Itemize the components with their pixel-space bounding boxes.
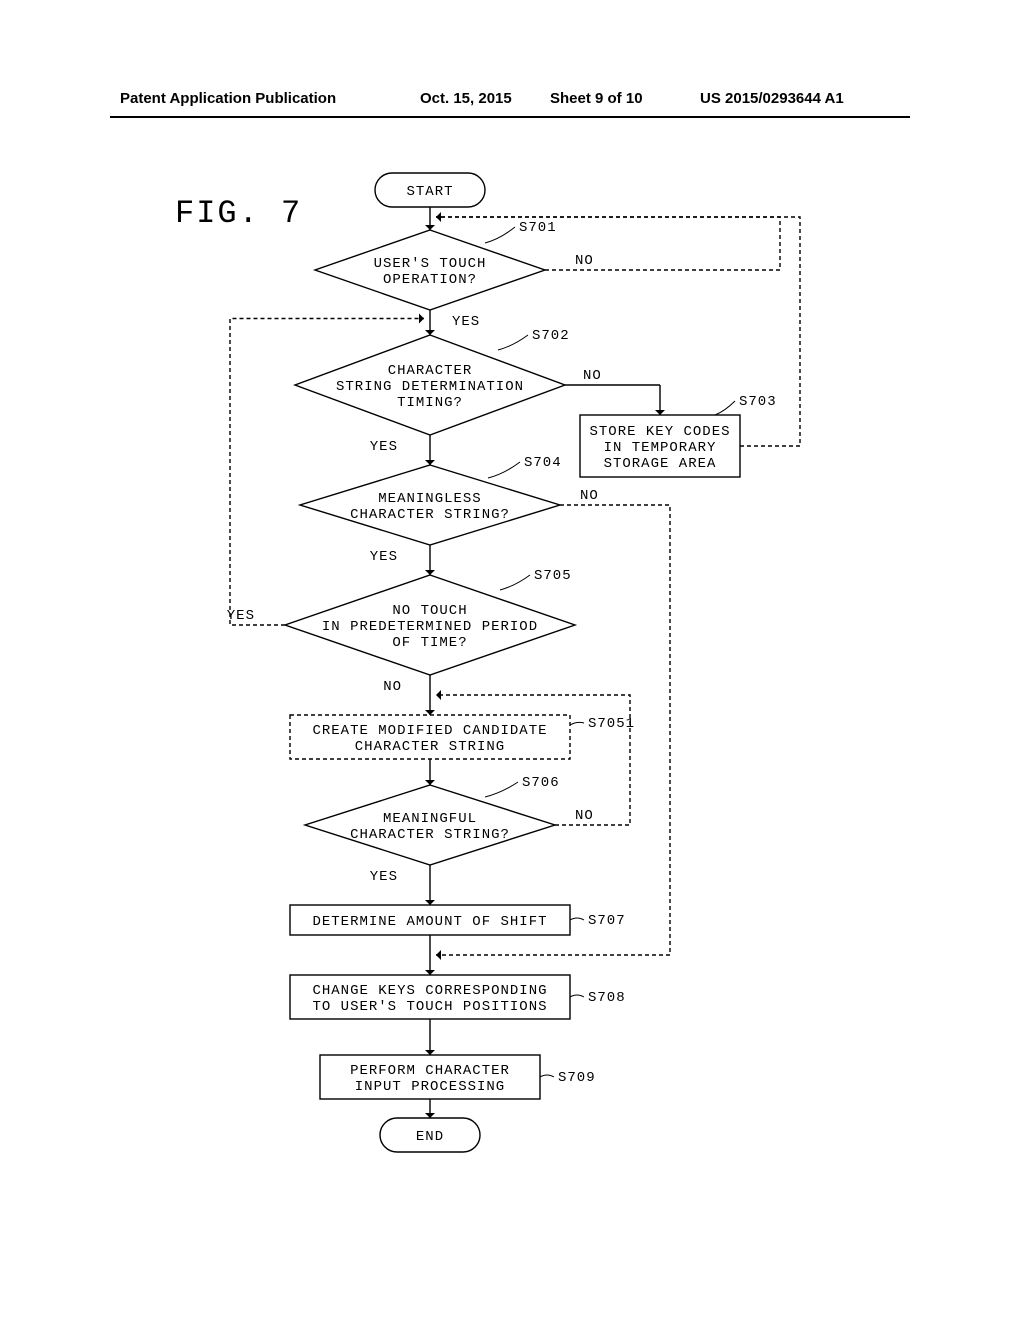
svg-text:CHARACTER STRING: CHARACTER STRING bbox=[355, 739, 505, 755]
svg-text:STORE KEY CODES: STORE KEY CODES bbox=[589, 424, 730, 440]
svg-text:NO: NO bbox=[383, 679, 402, 695]
svg-text:NO: NO bbox=[580, 488, 599, 504]
svg-text:NO TOUCH: NO TOUCH bbox=[392, 603, 467, 619]
svg-text:YES: YES bbox=[227, 608, 255, 624]
svg-text:CREATE MODIFIED CANDIDATE: CREATE MODIFIED CANDIDATE bbox=[312, 723, 547, 739]
svg-text:START: START bbox=[406, 184, 453, 200]
svg-text:S709: S709 bbox=[558, 1070, 596, 1086]
svg-text:S703: S703 bbox=[739, 394, 777, 410]
svg-text:OF TIME?: OF TIME? bbox=[392, 635, 467, 651]
svg-text:MEANINGLESS: MEANINGLESS bbox=[378, 491, 481, 507]
svg-text:S7051: S7051 bbox=[588, 716, 635, 732]
svg-text:MEANINGFUL: MEANINGFUL bbox=[383, 811, 477, 827]
svg-text:STORAGE AREA: STORAGE AREA bbox=[604, 456, 717, 472]
svg-text:CHARACTER: CHARACTER bbox=[388, 363, 473, 379]
svg-text:IN PREDETERMINED PERIOD: IN PREDETERMINED PERIOD bbox=[322, 619, 538, 635]
svg-text:NO: NO bbox=[583, 368, 602, 384]
svg-text:S701: S701 bbox=[519, 220, 557, 236]
svg-text:NO: NO bbox=[575, 808, 594, 824]
svg-text:IN TEMPORARY: IN TEMPORARY bbox=[604, 440, 717, 456]
svg-text:USER'S TOUCH: USER'S TOUCH bbox=[374, 256, 487, 272]
flowchart-svg: START USER'S TOUCHOPERATION? S701 CHARACTER… bbox=[110, 170, 910, 1250]
svg-text:CHARACTER STRING?: CHARACTER STRING? bbox=[350, 827, 510, 843]
header-date: Oct. 15, 2015 bbox=[420, 90, 512, 107]
svg-text:S704: S704 bbox=[524, 455, 562, 471]
page: Patent Application Publication Oct. 15, … bbox=[0, 0, 1024, 1320]
header-publication: Patent Application Publication bbox=[120, 90, 336, 107]
svg-text:YES: YES bbox=[452, 314, 480, 330]
header-sheet: Sheet 9 of 10 bbox=[550, 90, 643, 107]
svg-text:OPERATION?: OPERATION? bbox=[383, 272, 477, 288]
svg-text:S707: S707 bbox=[588, 913, 626, 929]
svg-text:S702: S702 bbox=[532, 328, 570, 344]
svg-text:S705: S705 bbox=[534, 568, 572, 584]
header-number: US 2015/0293644 A1 bbox=[700, 90, 844, 107]
svg-text:CHARACTER STRING?: CHARACTER STRING? bbox=[350, 507, 510, 523]
svg-text:TO USER'S TOUCH POSITIONS: TO USER'S TOUCH POSITIONS bbox=[312, 999, 547, 1015]
header-rule bbox=[110, 116, 910, 118]
svg-text:YES: YES bbox=[370, 549, 398, 565]
svg-text:END: END bbox=[416, 1129, 444, 1145]
svg-text:S706: S706 bbox=[522, 775, 560, 791]
svg-text:CHANGE KEYS CORRESPONDING: CHANGE KEYS CORRESPONDING bbox=[312, 983, 547, 999]
svg-text:TIMING?: TIMING? bbox=[397, 395, 463, 411]
svg-text:YES: YES bbox=[370, 869, 398, 885]
svg-text:INPUT PROCESSING: INPUT PROCESSING bbox=[355, 1079, 505, 1095]
svg-text:YES: YES bbox=[370, 439, 398, 455]
svg-text:NO: NO bbox=[575, 253, 594, 269]
svg-text:STRING DETERMINATION: STRING DETERMINATION bbox=[336, 379, 524, 395]
svg-text:DETERMINE AMOUNT OF SHIFT: DETERMINE AMOUNT OF SHIFT bbox=[312, 914, 547, 930]
svg-text:S708: S708 bbox=[588, 990, 626, 1006]
svg-text:PERFORM CHARACTER: PERFORM CHARACTER bbox=[350, 1063, 510, 1079]
